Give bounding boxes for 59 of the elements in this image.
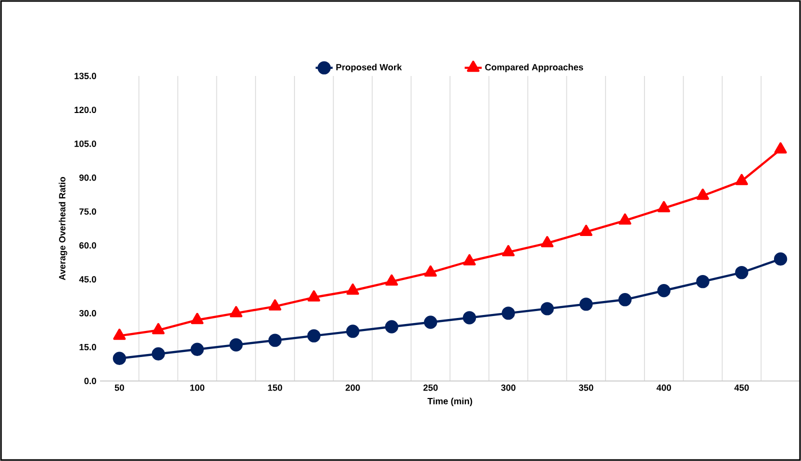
point [462,311,476,324]
x-tick-label: 400 [656,384,672,391]
point [190,342,204,356]
point [307,329,320,342]
point [190,312,204,324]
x-tick-label: 200 [346,384,360,391]
point [735,174,748,186]
point [657,284,670,298]
point [502,306,515,320]
point [735,266,748,280]
y-tick-label: 75.0 [79,208,96,215]
x-tick-label: 150 [268,384,282,391]
x-tick-label: 350 [578,384,594,391]
point [346,324,360,338]
point [580,224,592,236]
y-axis-title: Average Overhead Ratio [58,176,68,280]
point [774,142,787,154]
point [424,265,437,277]
point [152,323,165,334]
x-tick-label: 100 [190,384,204,391]
y-tick-label: 120.0 [74,106,96,114]
point [540,236,554,248]
x-tick-label: 250 [423,384,438,391]
point [540,302,554,316]
y-tick-label: 60.0 [79,242,96,249]
x-tick-label: 50 [114,384,124,391]
y-tick-label: 45.0 [79,276,96,282]
point [268,299,282,311]
point [308,290,320,302]
x-axis-title: Time (min) [428,398,472,406]
point [696,188,710,200]
legend-label: Compared Approaches [485,64,584,72]
legend-label: Proposed Work [336,64,402,72]
point [618,293,632,306]
x-tick-label: 300 [501,384,516,391]
point [658,201,670,212]
y-tick-label: 135.0 [74,72,96,80]
y-tick-label: 15.0 [80,344,96,350]
point [230,306,242,318]
x-tick-label: 450 [734,384,749,391]
y-tick-label: 30.0 [79,310,96,316]
point [385,320,398,334]
point [152,347,165,360]
point [268,334,282,347]
point [580,298,593,311]
point [113,328,126,340]
y-tick-label: 0.0 [84,378,96,384]
point [230,338,243,352]
point [346,284,360,295]
point [774,252,788,266]
point [463,254,476,266]
y-tick-label: 90.0 [79,174,96,181]
point [424,316,438,329]
point [696,274,710,288]
point [385,274,398,286]
point [112,352,126,365]
point [618,213,632,225]
point [502,245,515,256]
y-tick-label: 105.0 [74,140,96,147]
